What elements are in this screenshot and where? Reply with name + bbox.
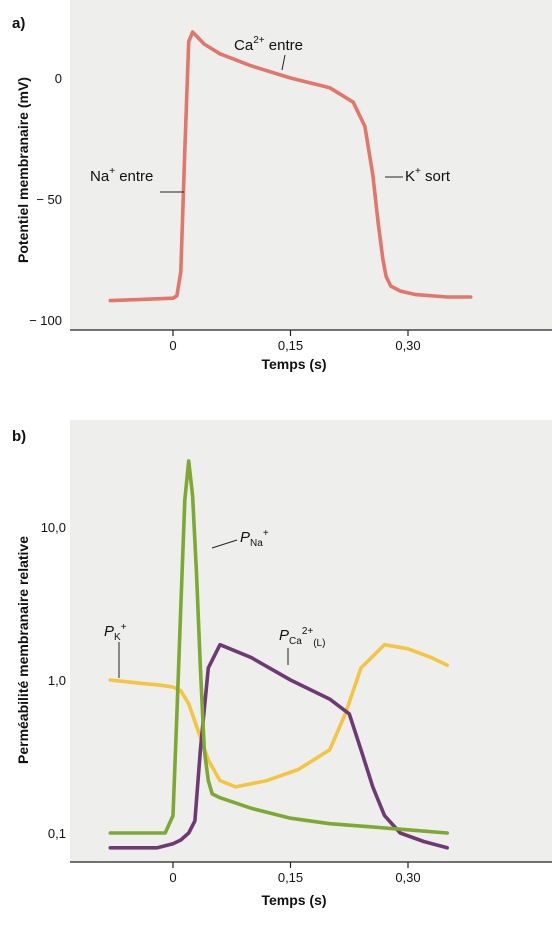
annotation-k-sup: + bbox=[415, 166, 421, 177]
panel-b-x-axis-title: Temps (s) bbox=[261, 892, 326, 908]
annotation-na-rest: entre bbox=[115, 168, 153, 185]
label-p-na-sub: Na bbox=[250, 538, 263, 549]
annotation-ca-leader bbox=[281, 54, 286, 71]
annotation-ca-sup: 2+ bbox=[253, 35, 265, 46]
panel-b-series-line-1 bbox=[108, 642, 449, 789]
annotation-ca-base: Ca bbox=[234, 37, 254, 54]
panel-b-x-ticks: 0 0,15 0,30 bbox=[169, 862, 421, 885]
panel-a-y-ticks: 0 − 50 − 100 bbox=[29, 71, 62, 328]
label-p-k-sub: K bbox=[114, 632, 121, 643]
panel-b: b) 0 0,15 0,30 10,0 1,0 0,1 Temps (s) Perméa… bbox=[12, 420, 552, 908]
panel-b-y-ticks: 10,0 1,0 0,1 bbox=[41, 520, 66, 841]
panel-b-x-tick-label-1: 0,15 bbox=[278, 870, 303, 885]
label-p-na-leader bbox=[211, 539, 238, 549]
panel-a-series-line-0 bbox=[108, 30, 473, 303]
panel-a-x-tick-label-1: 0,15 bbox=[278, 338, 303, 353]
panel-a-letter: a) bbox=[12, 15, 25, 32]
panel-b-y-tick-label-1: 1,0 bbox=[48, 673, 66, 688]
panel-b-x-tick-label-2: 0,30 bbox=[395, 870, 420, 885]
panel-a-background bbox=[70, 0, 552, 330]
panel-a-series bbox=[108, 30, 473, 303]
panel-a-y-tick-label-0: 0 bbox=[55, 71, 62, 86]
panel-a-y-tick-label-1: − 50 bbox=[36, 192, 62, 207]
label-p-ca-sup: 2+ bbox=[302, 626, 314, 637]
label-p-k-sup: + bbox=[121, 622, 127, 633]
panel-a-x-axis-title: Temps (s) bbox=[261, 356, 326, 372]
label-p-ca-sub: Ca bbox=[289, 636, 302, 647]
annotation-ca-rest: entre bbox=[265, 37, 303, 54]
panel-a-x-tick-label-0: 0 bbox=[169, 338, 176, 353]
annotation-na-base: Na bbox=[90, 168, 110, 185]
panel-b-y-axis-title: Perméabilité membranaire relative bbox=[15, 536, 31, 764]
panel-b-x-tick-label-0: 0 bbox=[169, 870, 176, 885]
label-p-k: PK+ bbox=[104, 622, 127, 643]
label-p-na-sup: + bbox=[263, 528, 269, 539]
panel-b-y-tick-label-0: 10,0 bbox=[41, 520, 66, 535]
panel-a-x-tick-label-2: 0,30 bbox=[395, 338, 420, 353]
label-p-ca-sub2: (L) bbox=[313, 638, 325, 649]
panel-b-series-line-0 bbox=[108, 459, 449, 835]
label-p-k-base: P bbox=[104, 623, 114, 640]
panel-b-background bbox=[70, 420, 552, 862]
annotation-ca-entre: Ca2+ entre bbox=[234, 35, 303, 54]
panel-a-x-ticks: 0 0,15 0,30 bbox=[169, 330, 421, 353]
panel-a-y-axis-title: Potentiel membranaire (mV) bbox=[15, 77, 31, 263]
panel-b-y-tick-label-2: 0,1 bbox=[48, 826, 66, 841]
panel-b-series bbox=[108, 459, 449, 850]
annotation-k-rest: sort bbox=[421, 168, 451, 185]
annotation-k-sort: K+ sort bbox=[405, 166, 451, 185]
label-p-na-base: P bbox=[240, 529, 250, 546]
annotation-na-entre: Na+ entre bbox=[90, 166, 153, 185]
label-p-na: PNa+ bbox=[240, 528, 269, 549]
panel-b-letter: b) bbox=[12, 428, 26, 445]
label-p-ca: PCa2+(L) bbox=[279, 626, 325, 649]
panel-b-series-line-2 bbox=[108, 642, 449, 850]
annotation-na-sup: + bbox=[109, 166, 115, 177]
panel-a-y-tick-label-2: − 100 bbox=[29, 313, 62, 328]
label-p-ca-base: P bbox=[279, 627, 289, 644]
panel-a: a) 0 0,15 0,30 0 − 50 − 100 Temps (s) Potent… bbox=[12, 0, 552, 372]
annotation-k-base: K bbox=[405, 168, 415, 185]
